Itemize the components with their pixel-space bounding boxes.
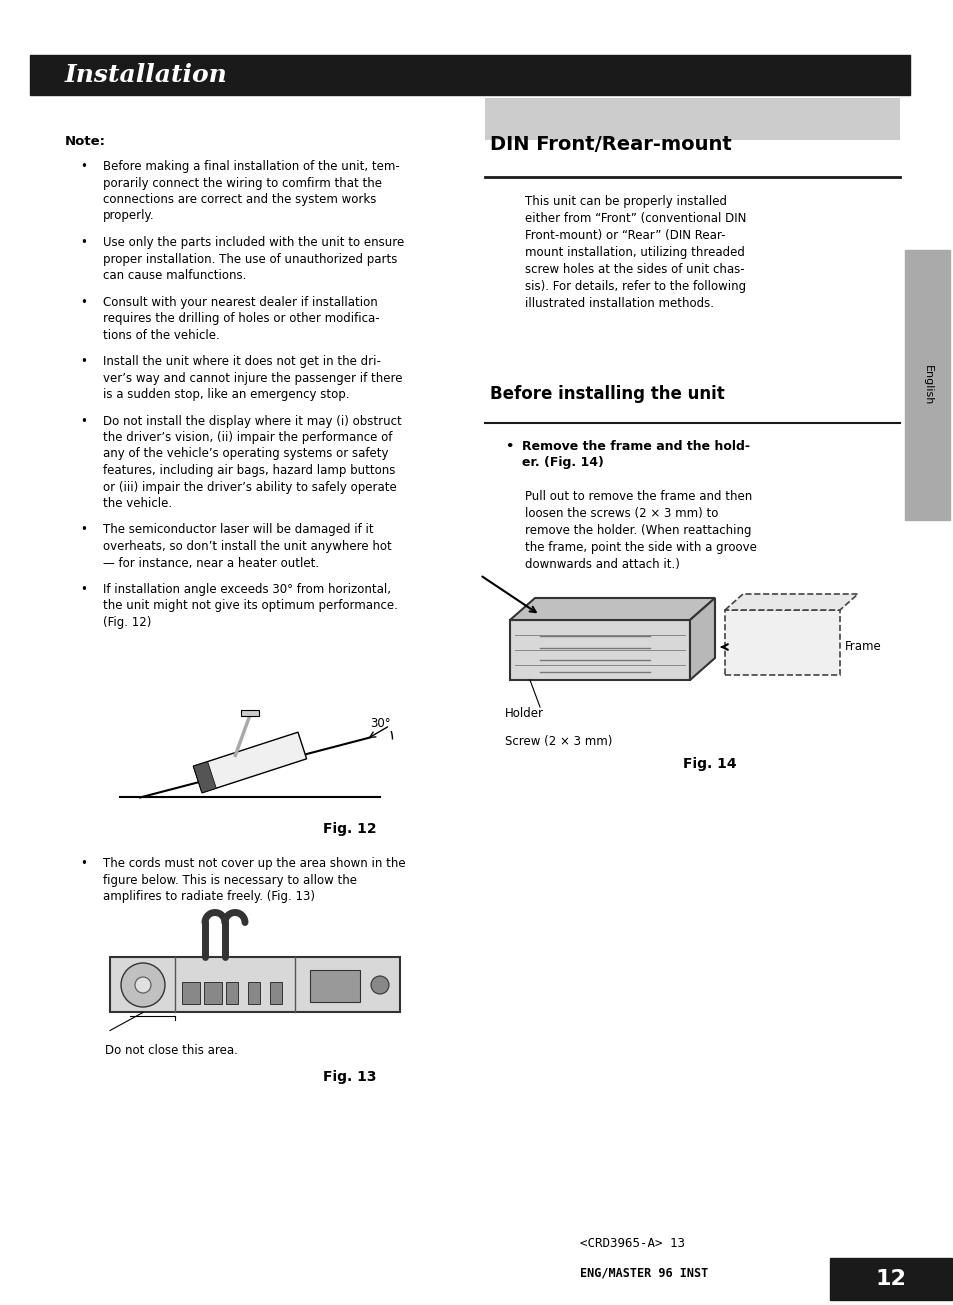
Text: •: • — [80, 523, 87, 536]
Text: •: • — [80, 857, 87, 870]
Text: Pull out to remove the frame and then
loosen the screws (2 × 3 mm) to
remove the: Pull out to remove the frame and then lo… — [524, 489, 756, 572]
Polygon shape — [193, 732, 306, 793]
Bar — [829, 1258, 951, 1300]
Text: ENG/MASTER 96 INST: ENG/MASTER 96 INST — [579, 1267, 707, 1280]
Text: Remove the frame and the hold-
er. (Fig. 14): Remove the frame and the hold- er. (Fig.… — [521, 440, 749, 468]
Text: Do not close this area.: Do not close this area. — [105, 1044, 237, 1057]
Text: •: • — [504, 440, 513, 453]
Text: Installation: Installation — [65, 63, 228, 87]
Text: Use only the parts included with the unit to ensure
proper installation. The use: Use only the parts included with the uni… — [103, 236, 404, 282]
Circle shape — [135, 977, 151, 993]
Bar — [110, 958, 399, 1013]
Bar — [248, 983, 260, 1005]
Bar — [182, 983, 200, 1005]
Bar — [904, 251, 949, 519]
Bar — [310, 971, 359, 1002]
Text: Fig. 14: Fig. 14 — [682, 757, 736, 771]
Text: This unit can be properly installed
either from “Front” (conventional DIN
Front-: This unit can be properly installed eith… — [524, 194, 745, 311]
Circle shape — [371, 976, 389, 994]
Text: •: • — [80, 583, 87, 596]
Polygon shape — [724, 594, 857, 609]
Bar — [240, 710, 258, 716]
Text: Before installing the unit: Before installing the unit — [490, 385, 724, 403]
Bar — [204, 983, 222, 1005]
Text: If installation angle exceeds 30° from horizontal,
the unit might not give its o: If installation angle exceeds 30° from h… — [103, 583, 397, 629]
Text: Screw (2 × 3 mm): Screw (2 × 3 mm) — [504, 735, 612, 748]
Bar — [484, 98, 899, 140]
Text: Note:: Note: — [65, 134, 106, 147]
Bar — [270, 983, 282, 1005]
Text: Fig. 13: Fig. 13 — [323, 1070, 376, 1084]
Text: English: English — [922, 365, 931, 405]
Polygon shape — [510, 598, 714, 620]
Text: 12: 12 — [875, 1268, 905, 1289]
Text: •: • — [80, 161, 87, 174]
Text: Before making a final installation of the unit, tem-
porarily connect the wiring: Before making a final installation of th… — [103, 161, 399, 222]
Text: Consult with your nearest dealer if installation
requires the drilling of holes : Consult with your nearest dealer if inst… — [103, 295, 379, 342]
Polygon shape — [689, 598, 714, 680]
Text: Do not install the display where it may (i) obstruct
the driver’s vision, (ii) i: Do not install the display where it may … — [103, 415, 401, 510]
Text: The cords must not cover up the area shown in the
figure below. This is necessar: The cords must not cover up the area sho… — [103, 857, 405, 903]
Text: 30°: 30° — [370, 718, 390, 731]
Text: Fig. 12: Fig. 12 — [323, 822, 376, 837]
Text: Holder: Holder — [504, 707, 543, 720]
Text: The semiconductor laser will be damaged if it
overheats, so don’t install the un: The semiconductor laser will be damaged … — [103, 523, 392, 569]
Circle shape — [121, 963, 165, 1007]
Text: Install the unit where it does not get in the dri-
ver’s way and cannot injure t: Install the unit where it does not get i… — [103, 355, 402, 401]
Bar — [510, 620, 689, 680]
Text: •: • — [80, 415, 87, 428]
Text: DIN Front/Rear-mount: DIN Front/Rear-mount — [490, 134, 731, 154]
Text: Frame: Frame — [844, 639, 881, 652]
Bar — [724, 609, 840, 675]
Text: <CRD3965-A> 13: <CRD3965-A> 13 — [579, 1237, 684, 1250]
Text: •: • — [80, 355, 87, 368]
Bar — [30, 55, 909, 95]
Polygon shape — [193, 762, 216, 793]
Text: •: • — [80, 236, 87, 249]
Text: •: • — [80, 295, 87, 308]
Bar — [226, 983, 237, 1005]
